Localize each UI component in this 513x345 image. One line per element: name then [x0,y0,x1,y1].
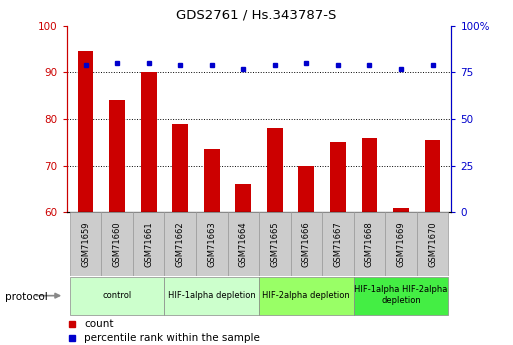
Text: HIF-2alpha depletion: HIF-2alpha depletion [263,290,350,299]
FancyBboxPatch shape [228,212,259,276]
Text: percentile rank within the sample: percentile rank within the sample [84,333,260,343]
Bar [425,140,440,212]
Bar [330,142,346,212]
Text: GSM71670: GSM71670 [428,221,437,267]
Text: GSM71659: GSM71659 [81,221,90,267]
Text: GDS2761 / Hs.343787-S: GDS2761 / Hs.343787-S [176,9,337,22]
FancyBboxPatch shape [196,212,228,276]
Text: control: control [103,290,132,299]
Bar [78,51,93,212]
Text: GSM71662: GSM71662 [176,221,185,267]
Text: HIF-1alpha depletion: HIF-1alpha depletion [168,290,255,299]
Bar [235,184,251,212]
Text: GSM71666: GSM71666 [302,221,311,267]
FancyBboxPatch shape [353,277,448,315]
Bar [267,128,283,212]
FancyBboxPatch shape [102,212,133,276]
FancyBboxPatch shape [385,212,417,276]
Text: GSM71665: GSM71665 [270,221,280,267]
Bar [299,166,314,212]
Text: GSM71664: GSM71664 [239,221,248,267]
FancyBboxPatch shape [417,212,448,276]
FancyBboxPatch shape [353,212,385,276]
Text: GSM71668: GSM71668 [365,221,374,267]
Text: GSM71660: GSM71660 [113,221,122,267]
FancyBboxPatch shape [70,212,102,276]
Bar [362,138,378,212]
Text: HIF-1alpha HIF-2alpha
depletion: HIF-1alpha HIF-2alpha depletion [354,285,448,305]
Bar [172,124,188,212]
FancyBboxPatch shape [259,212,290,276]
Bar [141,72,156,212]
Text: GSM71669: GSM71669 [397,221,405,267]
Text: GSM71661: GSM71661 [144,221,153,267]
Bar [109,100,125,212]
FancyBboxPatch shape [133,212,165,276]
Text: count: count [84,319,113,329]
Bar [204,149,220,212]
Text: GSM71667: GSM71667 [333,221,342,267]
FancyBboxPatch shape [165,277,259,315]
FancyBboxPatch shape [165,212,196,276]
Text: GSM71663: GSM71663 [207,221,216,267]
FancyBboxPatch shape [259,277,353,315]
Bar [393,207,409,212]
FancyBboxPatch shape [70,277,165,315]
Text: protocol: protocol [5,292,48,302]
FancyBboxPatch shape [290,212,322,276]
FancyBboxPatch shape [322,212,353,276]
